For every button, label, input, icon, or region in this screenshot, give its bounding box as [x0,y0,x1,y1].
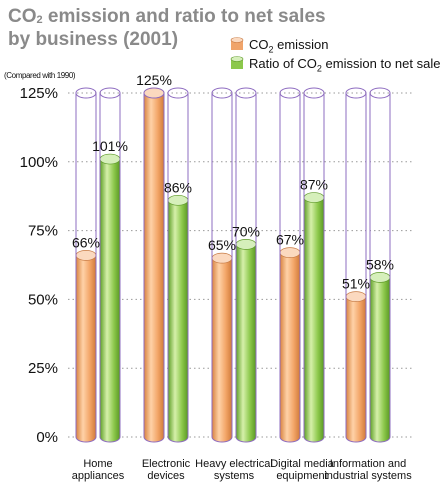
category-label: systems [214,470,255,482]
cylinder-fill-ratio [236,244,256,437]
cylinder-outline-top [143,87,165,99]
cylinder-outline-bottom [167,436,189,443]
cylinder-fill-ratio [168,200,188,437]
cylinder-bottom-fill [236,432,256,442]
y-tick-label: 0% [36,429,58,446]
cylinder-value-top [211,252,233,264]
chart-title-part-b: emission and ratio to net sales [42,6,326,27]
y-tick-label: 50% [28,291,58,308]
cylinder-outline-top [345,87,367,99]
chart-title-line-2: by business (2001) [8,29,179,50]
cylinder-outline-bottom [99,436,121,443]
cylinder-outline-bottom [369,436,391,443]
cylinder-outline-top [235,87,257,99]
cylinder-bottom-fill [212,432,232,442]
cylinder-bottom-fill [76,432,96,442]
y-tick-label: 100% [20,154,58,171]
category-label: Electronic [142,458,191,470]
cylinder-outline-bottom [75,436,97,443]
y-tick-label: 75% [28,223,58,240]
cylinder-outline-top [303,87,325,99]
data-label: 66% [72,234,100,250]
legend-label-ratio-sub: 2 [316,63,322,74]
cylinder-bottom-fill [280,432,300,442]
cylinder-fill-co2 [346,296,366,437]
cylinder-outline-bottom [143,436,165,443]
category-label: Heavy electrical [195,458,273,470]
cylinder-value-top [99,153,121,165]
cylinder-outline-bottom [303,436,325,443]
cylinder-fill-co2 [280,252,300,437]
cylinder-outline-top [211,87,233,99]
cylinder-fill-ratio [304,197,324,437]
data-label: 87% [300,177,328,193]
cylinder-value-top [369,272,391,283]
cylinder-bottom-fill [144,432,164,442]
legend-label-co2-emission: CO2 emission [249,37,328,55]
data-label: 101% [92,138,128,154]
cylinder-value-top [279,247,301,258]
cylinder-outline-top [167,87,189,99]
cylinder-outline-top [369,87,391,99]
chart-title-subscript: 2 [36,14,43,26]
cylinder-fill-co2 [212,258,232,437]
cylinder-value-top [345,291,367,302]
data-label: 67% [276,232,304,248]
cylinder-value-top [235,239,257,250]
category-label: industrial systems [324,470,412,482]
cylinder-bottom-fill [346,432,366,442]
cylinder-outline-bottom [235,436,257,443]
legend-label-ratio-part-a: Ratio of CO [249,56,317,71]
data-label: 51% [342,276,370,292]
legend-label-co2-sub: 2 [268,44,274,55]
legend-label-ratio-part-b: emission to net sales [321,56,440,71]
data-label: 58% [366,256,394,272]
cylinder-fill-co2 [76,255,96,437]
legend-label-co2-part-a: CO [249,37,269,52]
chart-note: (Compared with 1990) [4,71,76,80]
cylinder-outline-bottom [211,436,233,443]
cylinder-value-top [75,250,97,261]
cylinder-outline-top [99,87,121,99]
cylinder-value-top [167,194,189,206]
cylinder-bottom-fill [168,432,188,442]
category-label: devices [147,470,185,482]
data-label: 86% [164,179,192,195]
legend-label-ratio: Ratio of CO2 emission to net sales [249,56,440,74]
data-label: 65% [208,237,236,253]
category-label: Home [83,458,112,470]
cylinder-fill-co2 [144,93,164,437]
cylinder-outline-bottom [345,436,367,443]
cylinder-bottom-fill [100,432,120,442]
chart-title-part-a: CO [8,6,37,27]
cylinder-value-top [303,192,325,203]
category-label: appliances [72,470,125,482]
cylinder-fill-ratio [100,159,120,437]
chart-title-line-1: CO2 emission and ratio to net sales [8,6,326,31]
cylinder-bottom-fill [304,432,324,442]
cylinder-outline-top [75,87,97,99]
category-label: Information and [330,458,406,470]
legend-label-co2-part-b: emission [273,37,329,52]
cylinder-fill-ratio [370,277,390,437]
y-tick-label: 125% [20,85,58,102]
cylinder-outline-bottom [279,436,301,443]
data-label: 70% [232,223,260,239]
cylinder-bottom-fill [370,432,390,442]
category-label: equipment [276,470,327,482]
legend-swatch-co2-emission [230,37,244,50]
y-tick-label: 25% [28,360,58,377]
category-label: Digital media [270,458,334,470]
legend-swatch-ratio [230,56,244,69]
data-label: 125% [136,72,172,88]
cylinder-outline-top [279,87,301,99]
